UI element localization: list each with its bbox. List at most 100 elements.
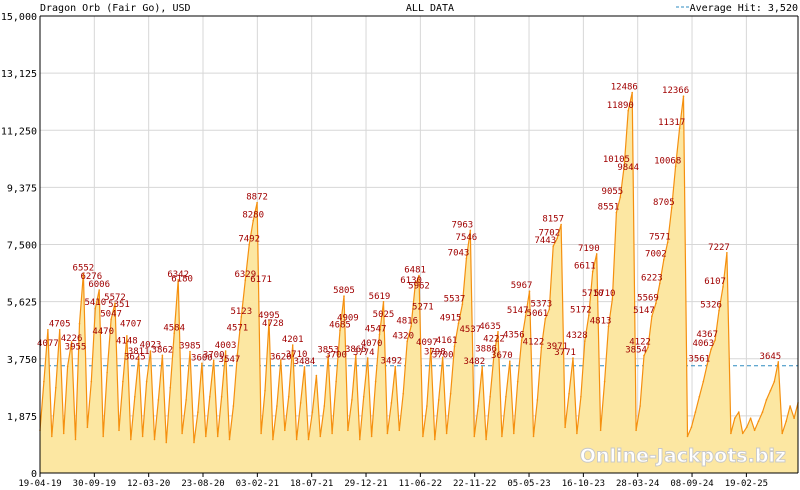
peak-value-label: 5172 — [570, 305, 592, 315]
peak-value-label: 3811 — [128, 347, 150, 357]
data-point — [134, 396, 136, 398]
data-point — [670, 207, 673, 209]
peak-value-label: 7043 — [448, 248, 470, 258]
peak-value-label: 8705 — [653, 198, 675, 208]
data-point — [287, 396, 290, 398]
data-point — [98, 289, 100, 291]
data-point — [406, 340, 409, 343]
data-point — [501, 435, 503, 438]
peak-value-label: 4070 — [361, 339, 383, 349]
data-point — [730, 432, 732, 435]
x-tick-label: 22-11-22 — [453, 479, 496, 489]
peak-value-label: 3854 — [625, 346, 647, 356]
peak-value-label: 6342 — [167, 270, 189, 280]
peak-value-label: 7190 — [578, 244, 600, 254]
peak-value-label: 6130 — [400, 276, 422, 286]
data-point — [722, 286, 724, 288]
data-point — [386, 432, 389, 435]
data-point — [793, 417, 795, 420]
peak-value-label: 4813 — [590, 316, 612, 326]
data-point — [216, 435, 219, 438]
data-point — [595, 253, 598, 255]
data-point — [307, 438, 310, 441]
y-tick-label: 0 — [31, 469, 37, 480]
data-point — [702, 380, 705, 383]
peak-value-label: 5047 — [100, 309, 122, 319]
peak-value-label: 4685 — [329, 320, 351, 330]
peak-value-label: 6223 — [641, 273, 663, 283]
data-point — [359, 438, 361, 441]
peak-value-label: 3625 — [124, 353, 146, 363]
peak-value-label: 4571 — [227, 324, 249, 334]
peak-value-label: 4222 — [483, 334, 505, 344]
data-point — [647, 346, 649, 349]
data-point — [682, 95, 685, 97]
x-tick-label: 12-03-20 — [127, 479, 170, 489]
peak-value-label: 4635 — [479, 322, 501, 332]
data-point — [603, 380, 606, 383]
data-point — [430, 347, 432, 350]
data-point — [789, 405, 791, 407]
data-point — [765, 399, 768, 401]
peak-value-label: 10105 — [603, 155, 630, 165]
data-point — [276, 405, 278, 407]
y-tick-label: 9,375 — [7, 183, 37, 194]
data-point — [335, 380, 337, 383]
data-point — [528, 290, 531, 293]
data-point — [497, 331, 499, 333]
peak-value-label: 7571 — [649, 232, 671, 242]
data-point — [268, 320, 270, 322]
data-point — [370, 435, 373, 438]
chart-title: Dragon Orb (Fair Go), USD — [40, 3, 191, 14]
data-point — [615, 211, 618, 214]
x-tick-label: 18-07-21 — [290, 479, 333, 489]
data-point — [343, 295, 345, 297]
data-point — [339, 329, 341, 332]
data-point — [524, 315, 527, 318]
data-point — [556, 237, 558, 240]
data-point — [232, 405, 235, 407]
y-tick-label: 5,625 — [7, 298, 37, 309]
peak-value-label: 6180 — [171, 275, 193, 285]
peak-value-label: 3862 — [152, 345, 174, 355]
data-point — [465, 257, 468, 260]
data-point — [228, 438, 231, 441]
data-point — [572, 357, 574, 359]
data-point — [785, 420, 787, 423]
data-point — [698, 396, 701, 398]
peak-value-label: 8280 — [242, 211, 264, 221]
data-point — [627, 110, 629, 112]
data-point — [674, 165, 677, 168]
peak-value-label: 6481 — [404, 266, 426, 276]
data-point — [382, 301, 385, 303]
data-point — [623, 164, 626, 166]
peak-value-label: 4705 — [49, 320, 71, 330]
peak-value-label: 6611 — [574, 262, 596, 272]
data-point — [299, 402, 302, 404]
data-point — [449, 393, 452, 395]
peak-value-label: 3700 — [432, 350, 454, 360]
data-point — [149, 350, 152, 352]
peak-value-label: 9844 — [617, 163, 639, 173]
data-point — [240, 316, 243, 318]
data-point — [734, 417, 736, 420]
y-tick-label: 1,875 — [7, 412, 37, 423]
peak-value-label: 4816 — [396, 316, 418, 326]
data-point — [291, 344, 294, 346]
data-point — [280, 359, 282, 361]
peak-value-label: 5271 — [412, 302, 434, 312]
data-point — [493, 353, 495, 356]
peak-value-label: 8551 — [598, 203, 620, 213]
data-point — [437, 399, 440, 401]
peak-value-label: 5147 — [633, 306, 655, 316]
data-point — [122, 380, 124, 383]
peak-value-label: 3985 — [179, 342, 201, 352]
peak-value-label: 4356 — [503, 330, 525, 340]
peak-value-label: 10068 — [654, 156, 681, 166]
data-point — [394, 365, 397, 368]
data-point — [564, 426, 566, 429]
data-point — [580, 396, 582, 398]
data-point — [588, 314, 590, 317]
